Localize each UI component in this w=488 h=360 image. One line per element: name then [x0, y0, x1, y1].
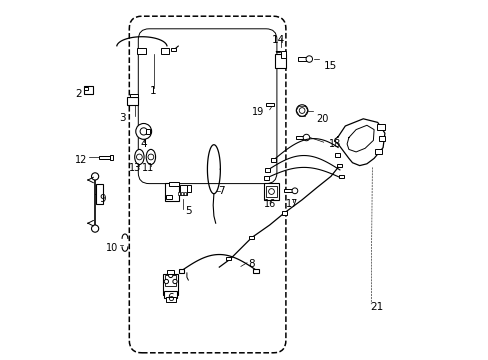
Bar	[146, 129, 149, 134]
Text: 14: 14	[271, 35, 285, 45]
Bar	[126, 97, 137, 105]
Circle shape	[91, 173, 99, 180]
Bar	[249, 236, 254, 239]
Bar	[296, 136, 306, 139]
Text: 17: 17	[285, 199, 298, 210]
Circle shape	[140, 128, 147, 135]
Bar	[265, 168, 270, 172]
Bar	[280, 51, 285, 58]
Circle shape	[164, 279, 168, 284]
Bar	[170, 48, 175, 51]
Text: 8: 8	[247, 258, 254, 269]
Bar	[180, 185, 186, 195]
Bar	[178, 269, 184, 273]
Circle shape	[268, 189, 274, 194]
Text: 15: 15	[323, 60, 336, 71]
Circle shape	[299, 108, 305, 113]
Bar	[264, 184, 278, 199]
Circle shape	[296, 105, 307, 116]
Bar	[163, 274, 178, 295]
Bar	[181, 192, 183, 195]
Text: 4: 4	[140, 139, 147, 149]
Bar	[376, 124, 384, 130]
Text: 3: 3	[119, 113, 125, 123]
Bar	[263, 176, 268, 180]
Text: 10: 10	[105, 243, 118, 253]
Text: 6: 6	[167, 293, 174, 303]
Circle shape	[291, 188, 297, 194]
Bar	[225, 257, 230, 260]
Bar	[161, 48, 169, 54]
Text: 1: 1	[149, 86, 156, 96]
Bar	[164, 291, 177, 298]
Bar	[84, 86, 87, 90]
Bar	[374, 149, 381, 154]
Bar	[186, 185, 190, 192]
Bar	[165, 275, 176, 286]
Bar	[169, 182, 179, 186]
Ellipse shape	[134, 149, 144, 165]
Text: 5: 5	[185, 206, 192, 216]
Bar	[266, 103, 274, 106]
Bar	[274, 54, 285, 68]
Text: 21: 21	[370, 302, 383, 312]
Bar	[165, 297, 175, 302]
Bar	[167, 270, 174, 274]
Circle shape	[136, 154, 142, 160]
Circle shape	[136, 123, 151, 139]
Bar	[281, 211, 286, 215]
Bar	[378, 136, 385, 141]
Bar	[99, 156, 110, 159]
FancyBboxPatch shape	[129, 16, 285, 353]
Circle shape	[91, 225, 99, 232]
Bar	[183, 192, 185, 195]
Bar	[164, 183, 179, 201]
Bar	[270, 158, 275, 162]
Text: 20: 20	[316, 114, 328, 124]
Bar	[334, 153, 339, 157]
Bar	[110, 155, 113, 160]
Bar	[84, 86, 93, 94]
Circle shape	[303, 134, 309, 141]
Ellipse shape	[146, 149, 155, 165]
Text: 11: 11	[142, 163, 154, 173]
Bar	[297, 57, 308, 60]
Text: 7: 7	[217, 186, 224, 196]
Bar	[178, 192, 180, 195]
Text: 18: 18	[328, 139, 341, 149]
Bar	[129, 94, 137, 97]
Bar	[96, 184, 103, 204]
Text: 12: 12	[74, 155, 87, 165]
FancyBboxPatch shape	[138, 29, 276, 184]
Bar	[266, 186, 276, 197]
Text: 9: 9	[99, 194, 105, 204]
Text: 13: 13	[128, 163, 141, 173]
Bar	[284, 189, 294, 192]
Circle shape	[168, 273, 172, 278]
Bar	[253, 269, 259, 273]
Bar	[165, 195, 172, 199]
Bar	[339, 175, 344, 178]
Text: 19: 19	[251, 107, 264, 117]
Circle shape	[172, 279, 177, 284]
Circle shape	[148, 154, 153, 160]
Circle shape	[305, 56, 312, 62]
Bar	[137, 48, 146, 54]
Text: 16: 16	[264, 199, 276, 210]
Bar	[337, 164, 342, 167]
Text: 2: 2	[76, 89, 82, 99]
